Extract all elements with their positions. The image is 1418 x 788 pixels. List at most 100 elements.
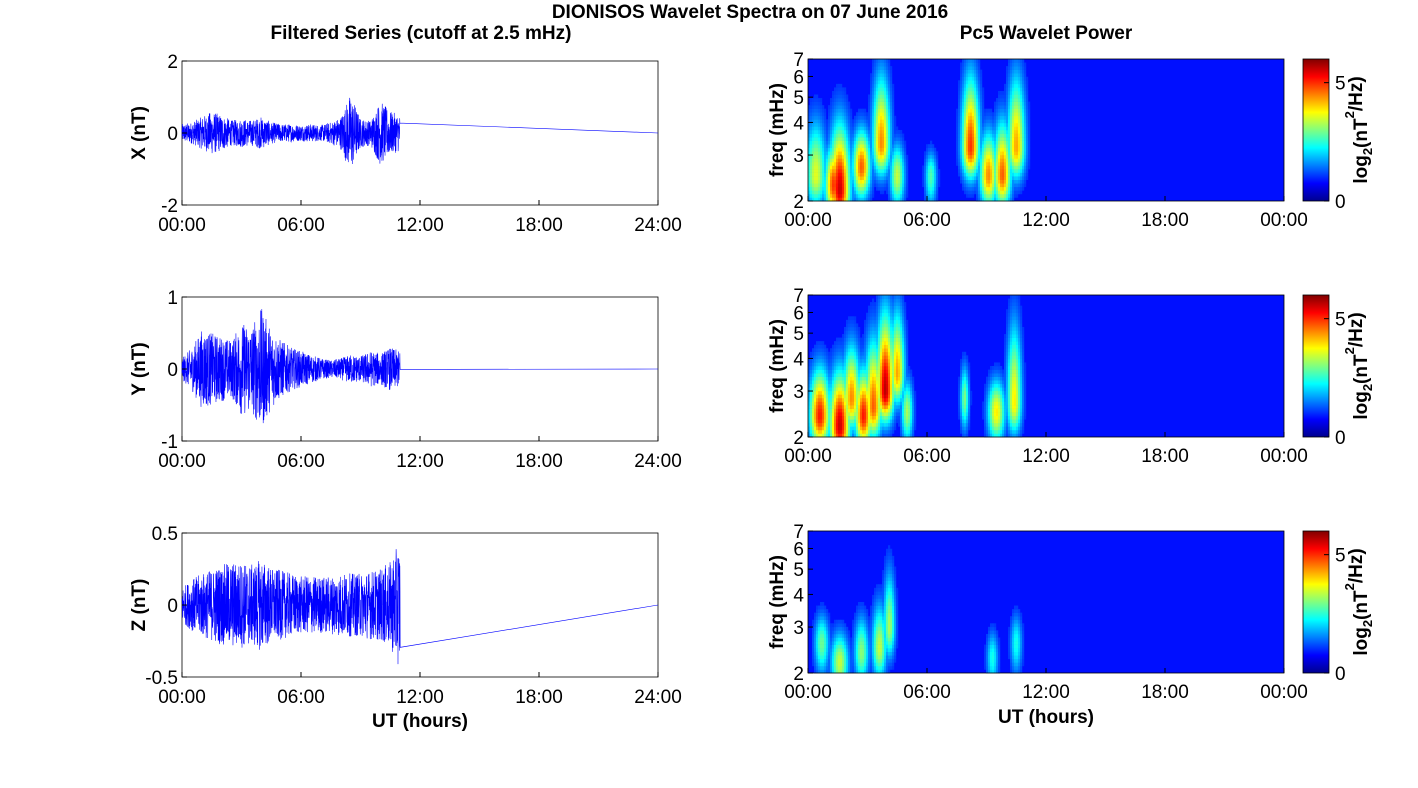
heatmap-cell: [854, 362, 857, 367]
heatmap-cell: [994, 112, 997, 117]
heatmap-cell: [974, 83, 977, 88]
heatmap-cell: [892, 137, 895, 141]
heatmap-cell: [1012, 87, 1015, 92]
heatmap-cell: [894, 119, 897, 124]
heatmap-cell: [876, 422, 879, 427]
heatmap-cell: [822, 355, 825, 360]
heatmap-cell: [914, 412, 917, 416]
heatmap-cell: [994, 186, 997, 191]
heatmap-cell: [812, 376, 815, 381]
heatmap-cell: [982, 130, 985, 134]
heatmap-cell: [884, 316, 887, 321]
heatmap-cell: [884, 366, 887, 370]
heatmap-cell: [1028, 158, 1031, 163]
heatmap-cell: [890, 373, 893, 377]
heatmap-cell: [986, 401, 989, 406]
heatmap-cell: [962, 66, 965, 70]
heatmap-cell: [984, 151, 987, 156]
heatmap-cell: [848, 140, 851, 145]
heatmap-cell: [984, 394, 987, 399]
heatmap-cell: [874, 169, 877, 173]
heatmap-cell: [884, 94, 887, 99]
heatmap-cell: [902, 172, 905, 177]
heatmap-cell: [896, 165, 899, 170]
heatmap-cell: [1010, 83, 1013, 88]
heatmap-cell: [870, 341, 873, 345]
heatmap-cell: [904, 397, 907, 402]
heatmap-cell: [1016, 147, 1019, 152]
heatmap-cell: [994, 380, 997, 385]
heatmap-cell: [992, 137, 995, 141]
heatmap-cell: [870, 186, 873, 191]
heatmap-cell: [962, 147, 965, 152]
heatmap-cell: [894, 197, 897, 202]
heatmap-cell: [932, 151, 935, 156]
heatmap-cell: [1014, 94, 1017, 99]
heatmap-cell: [852, 369, 855, 374]
heatmap-cell: [1020, 101, 1023, 106]
heatmap-cell: [1006, 176, 1009, 180]
heatmap-cell: [852, 126, 855, 131]
heatmap-cell: [888, 419, 891, 424]
heatmap-cell: [854, 179, 857, 184]
heatmap-cell: [1004, 169, 1007, 173]
heatmap-cell: [812, 387, 815, 392]
heatmap-cell: [958, 154, 961, 159]
heatmap-cell: [864, 154, 867, 159]
heatmap-cell: [962, 362, 965, 367]
heatmap-cell: [812, 401, 815, 406]
heatmap-cell: [966, 183, 969, 188]
heatmap-cell: [848, 137, 851, 141]
heatmap-cell: [960, 122, 963, 127]
heatmap-cell: [1000, 101, 1003, 106]
heatmap-cell: [850, 130, 853, 134]
heatmap-cell: [1018, 119, 1021, 124]
heatmap-cell: [888, 312, 891, 317]
heatmap-cell: [1024, 172, 1027, 177]
heatmap-cell: [858, 433, 861, 438]
heatmap-cell: [898, 158, 901, 163]
heatmap-cell: [858, 355, 861, 360]
heatmap-cell: [850, 355, 853, 360]
heatmap-cell: [870, 140, 873, 145]
heatmap-cell: [898, 137, 901, 141]
heatmap-cell: [854, 334, 857, 338]
heatmap-cell: [1022, 108, 1025, 113]
heatmap-cell: [856, 362, 859, 367]
heatmap-cell: [878, 130, 881, 134]
heatmap-cell: [848, 122, 851, 127]
heatmap-cell: [968, 415, 971, 420]
heatmap-cell: [872, 94, 875, 99]
heatmap-cell: [986, 383, 989, 388]
heatmap-cell: [902, 405, 905, 409]
heatmap-cell: [858, 197, 861, 202]
heatmap-cell: [884, 358, 887, 363]
heatmap-cell: [1004, 147, 1007, 152]
heatmap-cell: [1016, 140, 1019, 145]
heatmap-cell: [992, 429, 995, 434]
heatmap-cell: [906, 348, 909, 353]
heatmap-cell: [896, 133, 899, 138]
y-axis-label: Y (nT): [129, 342, 150, 395]
heatmap-cell: [994, 387, 997, 392]
heatmap-cell: [972, 151, 975, 156]
heatmap-cell: [884, 119, 887, 124]
heatmap-cell: [882, 90, 885, 95]
heatmap-cell: [902, 429, 905, 434]
heatmap-cell: [900, 337, 903, 342]
heatmap-cell: [898, 412, 901, 416]
heatmap-cell: [1004, 433, 1007, 438]
heatmap-cell: [922, 169, 925, 173]
heatmap-cell: [1022, 161, 1025, 166]
heatmap-cell: [874, 422, 877, 427]
heatmap-cell: [902, 133, 905, 138]
heatmap-cell: [860, 158, 863, 163]
heatmap-cell: [984, 197, 987, 202]
heatmap-cell: [876, 383, 879, 388]
heatmap-cell: [882, 69, 885, 74]
heatmap-cell: [902, 326, 905, 331]
heatmap-cell: [938, 169, 941, 173]
heatmap-cell: [924, 165, 927, 170]
heatmap-cell: [876, 397, 879, 402]
x-tick-label: 18:00: [515, 215, 563, 236]
